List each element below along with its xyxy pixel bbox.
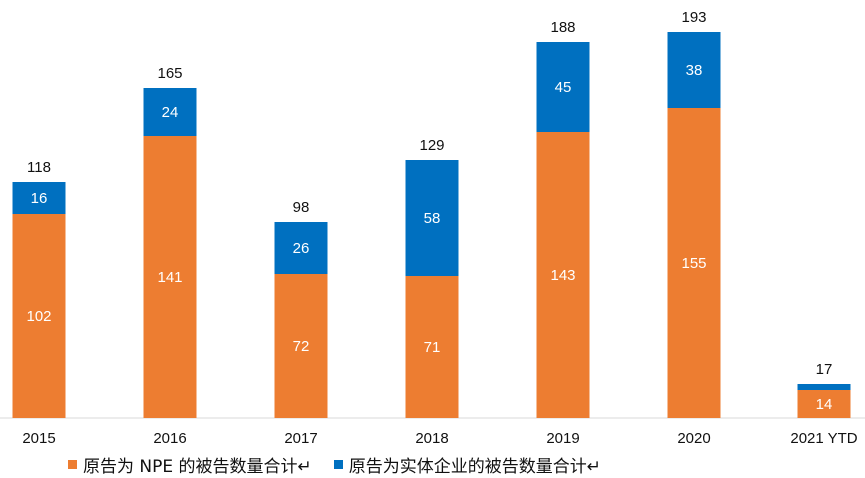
total-label-2016: 165 bbox=[157, 65, 182, 82]
bar-entity-2017 bbox=[274, 222, 328, 274]
total-label-2021-ytd: 17 bbox=[816, 361, 833, 378]
legend-label-npe: 原告为 NPE 的被告数量合计↵ bbox=[83, 456, 312, 477]
bar-entity-2015 bbox=[12, 182, 66, 214]
x-tick-label-group: 2015 2016 2017 2018 2019 2020 2021 YTD bbox=[22, 430, 857, 447]
segment-label-entity-2016: 24 bbox=[162, 104, 179, 121]
x-tick-label-2019: 2019 bbox=[546, 430, 579, 447]
segment-label-npe-2019: 143 bbox=[550, 267, 575, 284]
total-label-2019: 188 bbox=[550, 19, 575, 36]
segment-label-entity-2018: 58 bbox=[424, 210, 441, 227]
segment-label-npe-2017: 72 bbox=[293, 338, 310, 355]
legend-label-entity: 原告为实体企业的被告数量合计↵ bbox=[348, 456, 602, 477]
total-label-2018: 129 bbox=[419, 137, 444, 154]
bar-entity-2021-ytd bbox=[797, 384, 851, 390]
segment-label-group: 102 16 141 24 72 26 71 58 143 45 155 38 14 bbox=[26, 62, 832, 413]
bar-entity-2016 bbox=[143, 88, 197, 136]
legend: 原告为 NPE 的被告数量合计↵ 原告为实体企业的被告数量合计↵ bbox=[68, 452, 623, 477]
segment-label-entity-2017: 26 bbox=[293, 240, 310, 257]
bar-entity-2019 bbox=[536, 42, 590, 132]
legend-item-npe: 原告为 NPE 的被告数量合计↵ bbox=[68, 452, 312, 477]
x-tick-label-2016: 2016 bbox=[153, 430, 186, 447]
bar-npe-2015 bbox=[12, 214, 66, 418]
bar-entity-2018 bbox=[405, 160, 459, 276]
bar-npe-2018 bbox=[405, 276, 459, 418]
total-label-2020: 193 bbox=[681, 9, 706, 26]
x-tick-label-2017: 2017 bbox=[284, 430, 317, 447]
bar-npe-2020 bbox=[667, 108, 721, 418]
x-tick-label-2018: 2018 bbox=[415, 430, 448, 447]
x-tick-label-2015: 2015 bbox=[22, 430, 55, 447]
segment-label-entity-2015: 16 bbox=[31, 190, 48, 207]
segment-label-npe-2021-ytd: 14 bbox=[816, 396, 833, 413]
segment-label-npe-2015: 102 bbox=[26, 308, 51, 325]
total-label-group: 118 165 98 129 188 193 17 bbox=[27, 9, 832, 378]
legend-swatch-entity bbox=[333, 459, 343, 469]
segment-label-npe-2016: 141 bbox=[157, 269, 182, 286]
bar-npe-2017 bbox=[274, 274, 328, 418]
bar-group bbox=[12, 32, 851, 418]
total-label-2015: 118 bbox=[27, 159, 51, 176]
legend-item-entity: 原告为实体企业的被告数量合计↵ bbox=[333, 452, 602, 477]
x-tick-label-2021-ytd: 2021 YTD bbox=[790, 430, 857, 447]
segment-label-npe-2020: 155 bbox=[681, 255, 706, 272]
bar-npe-2021-ytd bbox=[797, 390, 851, 418]
total-label-2017: 98 bbox=[293, 199, 310, 216]
bar-entity-2020 bbox=[667, 32, 721, 108]
bar-npe-2016 bbox=[143, 136, 197, 418]
segment-label-entity-2020: 38 bbox=[686, 62, 703, 79]
segment-label-entity-2019: 45 bbox=[555, 79, 572, 96]
segment-label-npe-2018: 71 bbox=[424, 339, 441, 356]
bar-npe-2019 bbox=[536, 132, 590, 418]
x-tick-label-2020: 2020 bbox=[677, 430, 710, 447]
legend-swatch-npe bbox=[68, 459, 77, 469]
